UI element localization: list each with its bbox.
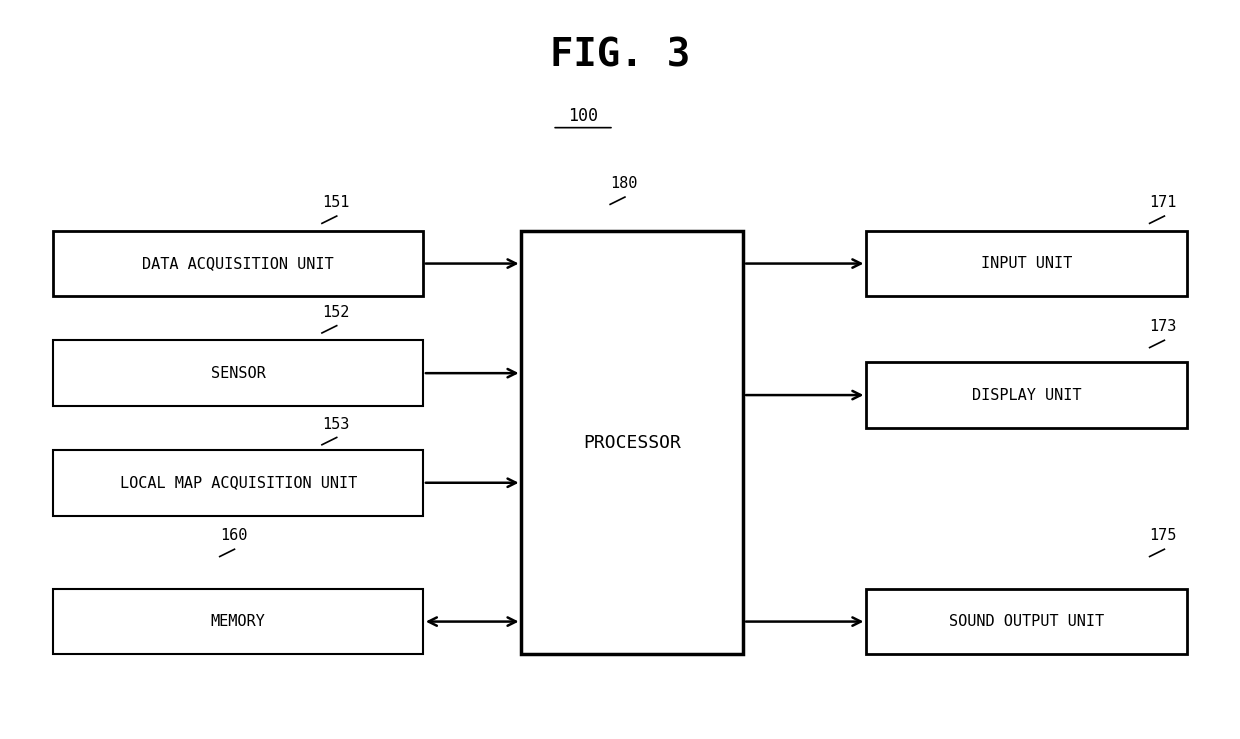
- Text: 173: 173: [1149, 319, 1177, 335]
- Text: 152: 152: [322, 304, 350, 320]
- Text: 160: 160: [219, 528, 247, 543]
- Text: 171: 171: [1149, 195, 1177, 210]
- Text: 151: 151: [322, 195, 350, 210]
- Text: 100: 100: [568, 106, 598, 125]
- FancyBboxPatch shape: [867, 589, 1187, 655]
- Text: SENSOR: SENSOR: [211, 366, 265, 381]
- FancyBboxPatch shape: [53, 589, 423, 655]
- Text: PROCESSOR: PROCESSOR: [583, 434, 681, 452]
- FancyBboxPatch shape: [867, 231, 1187, 296]
- FancyBboxPatch shape: [522, 231, 743, 655]
- Text: DISPLAY UNIT: DISPLAY UNIT: [972, 387, 1081, 403]
- Text: INPUT UNIT: INPUT UNIT: [981, 256, 1073, 271]
- FancyBboxPatch shape: [53, 340, 423, 406]
- Text: 175: 175: [1149, 528, 1177, 543]
- Text: DATA ACQUISITION UNIT: DATA ACQUISITION UNIT: [143, 256, 334, 271]
- Text: FIG. 3: FIG. 3: [549, 36, 691, 75]
- Text: 180: 180: [610, 176, 637, 191]
- Text: SOUND OUTPUT UNIT: SOUND OUTPUT UNIT: [949, 614, 1104, 629]
- FancyBboxPatch shape: [53, 231, 423, 296]
- FancyBboxPatch shape: [53, 450, 423, 516]
- Text: 153: 153: [322, 417, 350, 432]
- FancyBboxPatch shape: [867, 362, 1187, 428]
- Text: MEMORY: MEMORY: [211, 614, 265, 629]
- Text: LOCAL MAP ACQUISITION UNIT: LOCAL MAP ACQUISITION UNIT: [119, 475, 357, 490]
